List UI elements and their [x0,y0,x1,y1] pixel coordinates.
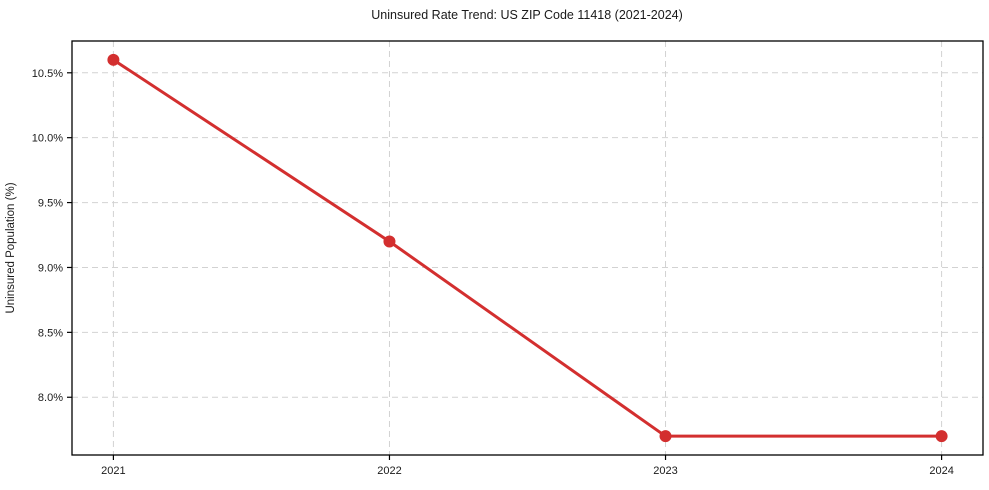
x-tick-label: 2022 [377,465,401,477]
x-tick-label: 2023 [653,465,677,477]
grid-layer [72,41,983,455]
y-tick-label: 8.5% [38,327,63,339]
chart-title: Uninsured Rate Trend: US ZIP Code 11418 … [371,8,683,22]
trend-line [111,58,944,438]
y-tick-label: 10.5% [32,68,63,80]
data-point-2023 [659,430,672,443]
axis-layer: 8.0% 8.5% 9.0% 9.5% 10.0% 10.5% 2021 2022 2023 20… [32,40,984,477]
y-tick-label: 9.5% [38,198,63,210]
plot-frame [71,40,984,456]
y-tick-label: 8.0% [38,392,63,404]
x-tick-label: 2024 [929,465,953,477]
y-tick-label: 9.0% [38,262,63,274]
y-axis-label: Uninsured Population (%) [5,182,17,313]
x-tick-label: 2021 [101,465,125,477]
y-tick-label: 10.0% [32,133,63,145]
data-point-2021 [107,53,120,66]
series-layer [107,53,948,443]
data-point-2024 [935,430,948,443]
data-point-2022 [383,235,396,248]
